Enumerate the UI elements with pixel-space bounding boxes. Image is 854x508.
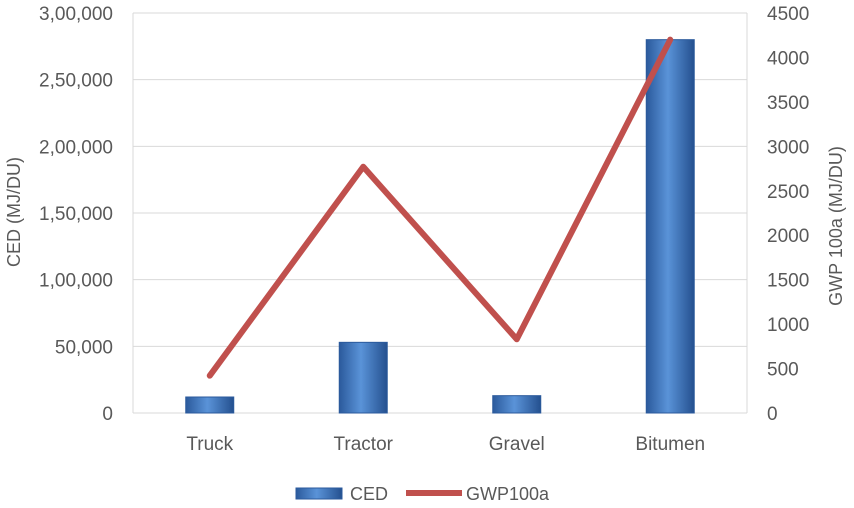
category-labels: Truck Tractor Gravel Bitumen — [186, 434, 705, 455]
right-tick-label: 2000 — [767, 226, 809, 247]
left-tick-label: 2,50,000 — [39, 71, 113, 92]
right-tick-label: 4500 — [767, 4, 809, 25]
left-tick-label: 50,000 — [55, 337, 113, 358]
legend-gwp-label: GWP100a — [466, 484, 550, 504]
right-tick-label: 4000 — [767, 48, 809, 69]
right-tick-label: 1500 — [767, 271, 809, 292]
gwp-series-line — [206, 36, 674, 379]
category-label-bitumen: Bitumen — [635, 434, 705, 455]
left-axis-ticks: 0 50,000 1,00,000 1,50,000 2,00,000 2,50,000 3… — [39, 4, 113, 425]
right-tick-label: 0 — [767, 404, 778, 425]
bar-ced-truck — [185, 396, 235, 414]
right-tick-label: 3000 — [767, 137, 809, 158]
category-label-truck: Truck — [186, 434, 233, 455]
right-axis-ticks: 0 500 1000 1500 2000 2500 3000 3500 4000 4500 — [767, 4, 809, 425]
left-tick-label: 0 — [102, 404, 113, 425]
gwp-line — [206, 36, 674, 379]
right-tick-label: 500 — [767, 360, 799, 381]
legend: CED GWP100a — [295, 484, 550, 504]
right-tick-label: 1000 — [767, 315, 809, 336]
bar-ced-bitumen — [645, 39, 695, 414]
left-tick-label: 1,50,000 — [39, 204, 113, 225]
category-label-gravel: Gravel — [489, 434, 545, 455]
right-tick-label: 2500 — [767, 182, 809, 203]
legend-ced-swatch — [295, 487, 343, 500]
left-tick-label: 2,00,000 — [39, 137, 113, 158]
left-tick-label: 1,00,000 — [39, 271, 113, 292]
bar-ced-tractor — [338, 341, 388, 414]
bar-ced-gravel — [492, 395, 542, 414]
right-axis-title: GWP 100a (MJ/DU) — [826, 146, 846, 306]
gridlines — [132, 12, 748, 414]
left-axis-title: CED (MJ/DU) — [4, 157, 24, 267]
category-label-tractor: Tractor — [334, 434, 394, 455]
right-tick-label: 3500 — [767, 93, 809, 114]
ced-bars — [185, 39, 695, 414]
left-tick-label: 3,00,000 — [39, 4, 113, 25]
legend-ced-label: CED — [350, 484, 388, 504]
